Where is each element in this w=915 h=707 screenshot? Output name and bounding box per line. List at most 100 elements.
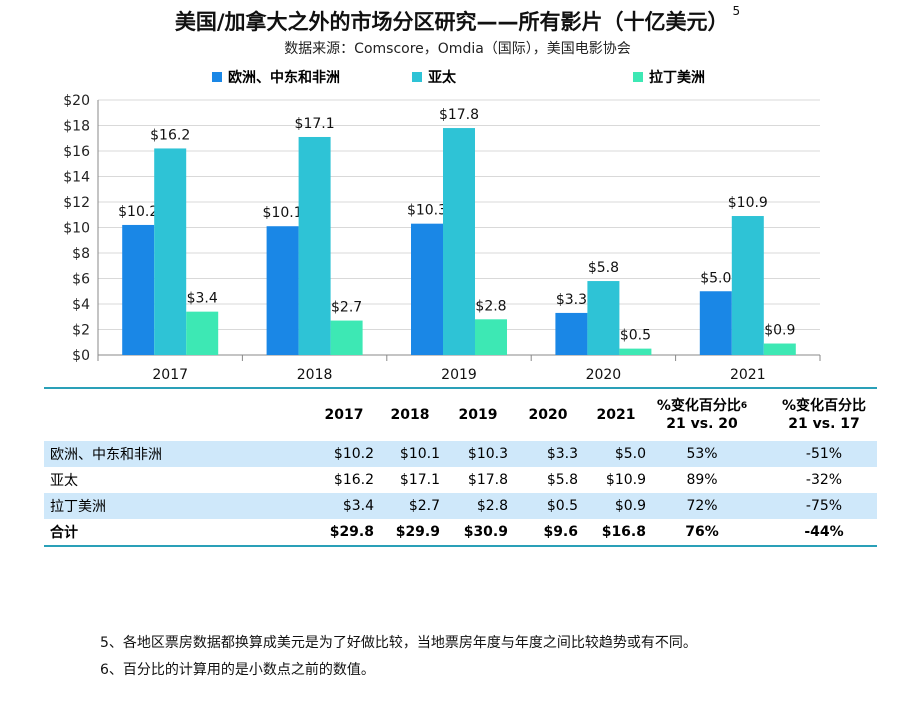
chart-title-text: 美国/加拿大之外的市场分区研究——所有影片（十亿美元） bbox=[174, 10, 729, 34]
table-cell: $29.9 bbox=[395, 524, 440, 540]
table-change-21-vs-20: 72% bbox=[686, 498, 718, 514]
legend-swatch-latam bbox=[633, 72, 643, 82]
data-label-latam-2020: $0.5 bbox=[620, 328, 651, 344]
change-header-1-note: 6 bbox=[740, 401, 748, 411]
data-label-latam-2019: $2.8 bbox=[475, 298, 506, 314]
table-row-label: 亚太 bbox=[50, 473, 78, 489]
chart-title: 美国/加拿大之外的市场分区研究——所有影片（十亿美元） 5 bbox=[0, 4, 915, 36]
chart-subtitle: 数据来源：Comscore，Omdia（国际），美国电影协会 bbox=[284, 41, 631, 57]
bar-emea-2018 bbox=[266, 226, 299, 355]
bar-emea-2020 bbox=[555, 312, 588, 355]
table-header-2019: 2019 bbox=[458, 407, 498, 423]
y-tick-label: $18 bbox=[63, 119, 90, 135]
y-tick-label: $0 bbox=[72, 348, 90, 364]
table-row-label: 欧洲、中东和非洲 bbox=[50, 447, 162, 463]
footnote-6: 6、百分比的计算用的是小数点之前的数值。 bbox=[100, 662, 375, 678]
table-cell: $29.8 bbox=[329, 524, 374, 540]
table-cell: $2.7 bbox=[408, 498, 440, 514]
table-cell: $10.3 bbox=[467, 446, 508, 462]
data-label-apac-2020: $5.8 bbox=[588, 260, 619, 276]
table-cell: $16.8 bbox=[601, 524, 646, 540]
y-tick-label: $20 bbox=[63, 93, 90, 109]
table-cell: $10.1 bbox=[399, 446, 440, 462]
legend: 欧洲、中东和非洲 亚太 拉丁美洲 bbox=[0, 67, 915, 89]
legend-item-apac: 亚太 bbox=[412, 67, 456, 87]
bar-emea-2017 bbox=[122, 224, 155, 355]
data-label-apac-2018: $17.1 bbox=[295, 116, 335, 132]
table-change-21-vs-20: 53% bbox=[686, 446, 718, 462]
data-table: 2017 2018 2019 2020 2021 %变化百分比6 21 vs. … bbox=[44, 387, 877, 547]
table-header-2021: 2021 bbox=[596, 407, 636, 423]
y-tick-label: $16 bbox=[63, 144, 90, 160]
table-cell: $2.8 bbox=[476, 498, 508, 514]
table-cell: $3.4 bbox=[342, 498, 374, 514]
data-label-emea-2019: $10.3 bbox=[407, 203, 447, 219]
bar-emea-2021 bbox=[699, 291, 732, 355]
table-cell: $5.0 bbox=[614, 446, 646, 462]
y-tick-label: $6 bbox=[72, 272, 90, 288]
table-cell: $16.2 bbox=[333, 472, 374, 488]
table-cell: $0.5 bbox=[546, 498, 578, 514]
bar-latam-2017 bbox=[186, 311, 219, 355]
footnotes: 5、各地区票房数据都换算成美元是为了好做比较，当地票房年度与年度之间比较趋势或有… bbox=[100, 630, 697, 684]
table-cell: $17.8 bbox=[467, 472, 508, 488]
legend-swatch-emea bbox=[212, 72, 222, 82]
table-change-21-vs-17: -44% bbox=[804, 524, 844, 540]
table-header-row: 2017 2018 2019 2020 2021 %变化百分比6 21 vs. … bbox=[44, 389, 877, 441]
data-label-emea-2017: $10.2 bbox=[118, 204, 158, 220]
table-change-21-vs-17: -32% bbox=[805, 472, 843, 488]
data-label-apac-2017: $16.2 bbox=[150, 127, 190, 143]
legend-item-emea: 欧洲、中东和非洲 bbox=[212, 67, 340, 87]
bar-latam-2018 bbox=[330, 320, 363, 355]
table-header-2018: 2018 bbox=[390, 407, 430, 423]
table-header-change-21-vs-20: %变化百分比6 21 vs. 20 bbox=[642, 389, 762, 441]
table-cell: $17.1 bbox=[399, 472, 440, 488]
table-row-label: 拉丁美洲 bbox=[50, 499, 106, 515]
data-label-apac-2019: $17.8 bbox=[439, 107, 479, 123]
x-tick-label: 2021 bbox=[730, 367, 766, 383]
change-header-1-line2: 21 vs. 20 bbox=[666, 416, 738, 432]
table-body: 欧洲、中东和非洲 $10.2 $10.1 $10.3 $3.3 $5.0 53% -51% 亚太… bbox=[44, 441, 877, 547]
y-tick-label: $8 bbox=[72, 246, 90, 262]
bar-latam-2021 bbox=[763, 343, 796, 355]
data-label-latam-2021: $0.9 bbox=[764, 323, 795, 339]
bar-chart: $0 $2 $4 $6 $8 $10 $12 $14 $16 $18 $20 $10.2 $16.2 $3… bbox=[63, 93, 821, 383]
data-label-latam-2018: $2.7 bbox=[331, 300, 362, 316]
bar-latam-2020 bbox=[619, 348, 652, 355]
x-tick-label: 2017 bbox=[152, 367, 188, 383]
table-cell: $9.6 bbox=[543, 524, 578, 540]
bar-emea-2019 bbox=[411, 223, 443, 355]
table-cell: $5.8 bbox=[546, 472, 578, 488]
legend-swatch-apac bbox=[412, 72, 422, 82]
y-tick-label: $2 bbox=[72, 323, 90, 339]
y-tick-label: $4 bbox=[72, 297, 90, 313]
bar-latam-2019 bbox=[475, 319, 507, 355]
legend-label-emea: 欧洲、中东和非洲 bbox=[228, 70, 340, 86]
y-tick-label: $12 bbox=[63, 195, 90, 211]
bar-apac-2017 bbox=[154, 148, 187, 355]
title-footnote-ref: 5 bbox=[732, 4, 741, 18]
table-header-2017: 2017 bbox=[324, 407, 364, 423]
data-label-latam-2017: $3.4 bbox=[187, 291, 218, 307]
bar-apac-2019 bbox=[443, 128, 475, 355]
y-tick-label: $10 bbox=[63, 221, 90, 237]
data-label-emea-2020: $3.3 bbox=[556, 292, 587, 308]
data-label-emea-2021: $5.0 bbox=[700, 270, 731, 286]
bar-apac-2021 bbox=[731, 216, 764, 355]
change-header-2-line1: %变化百分比 bbox=[781, 398, 867, 414]
legend-label-latam: 拉丁美洲 bbox=[649, 70, 705, 86]
data-label-emea-2018: $10.1 bbox=[263, 205, 303, 221]
x-tick-label: 2018 bbox=[297, 367, 333, 383]
data-label-apac-2021: $10.9 bbox=[728, 195, 768, 211]
table-change-21-vs-17: -51% bbox=[805, 446, 843, 462]
table-row: 欧洲、中东和非洲 $10.2 $10.1 $10.3 $3.3 $5.0 53% -51% bbox=[44, 441, 877, 467]
x-tick-label: 2019 bbox=[441, 367, 477, 383]
change-header-1-line1: %变化百分比 bbox=[656, 398, 741, 414]
table-header-change-21-vs-17: %变化百分比 21 vs. 17 bbox=[764, 389, 884, 441]
table-cell: $30.9 bbox=[463, 524, 508, 540]
table-cell: $3.3 bbox=[546, 446, 578, 462]
table-change-21-vs-20: 89% bbox=[686, 472, 718, 488]
legend-label-apac: 亚太 bbox=[428, 70, 456, 86]
table-change-21-vs-17: -75% bbox=[805, 498, 843, 514]
change-header-2-line2: 21 vs. 17 bbox=[788, 416, 860, 432]
